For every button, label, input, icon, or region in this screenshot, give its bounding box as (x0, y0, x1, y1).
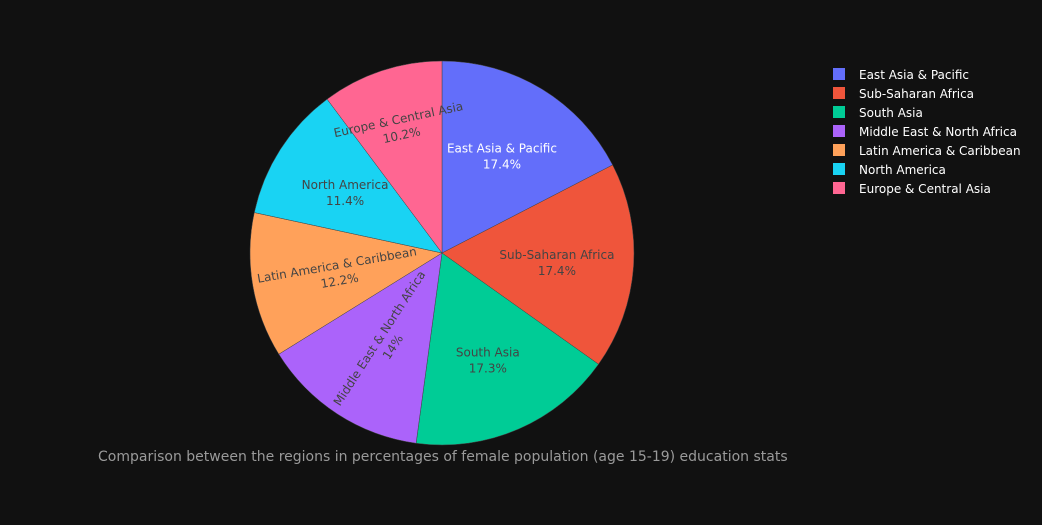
pie-slice-middle-east-and-north-africa[interactable] (278, 252, 443, 444)
legend-label: Europe & Central Asia (859, 182, 991, 196)
legend-item-sub-saharan-africa[interactable]: Sub-Saharan Africa (833, 87, 974, 101)
legend-swatch (833, 87, 845, 99)
legend-item-north-america[interactable]: North America (833, 163, 946, 177)
pie-slice-sub-saharan-africa[interactable] (441, 164, 635, 365)
slice-label-east-asia-and-pacific: East Asia & Pacific 17.4% (447, 142, 557, 172)
legend-swatch (833, 68, 845, 80)
slice-label-percent: 17.3% (469, 362, 507, 376)
legend-label: Sub-Saharan Africa (859, 87, 974, 101)
legend-swatch (833, 106, 845, 118)
pie-slice-europe-and-central-asia[interactable] (326, 60, 443, 254)
chart-caption: Comparison between the regions in percen… (98, 449, 788, 465)
legend-swatch (833, 144, 845, 156)
legend-swatch (833, 163, 845, 175)
legend-label: South Asia (859, 106, 923, 120)
legend-label: North America (859, 163, 946, 177)
legend-label: East Asia & Pacific (859, 68, 969, 82)
legend[interactable]: East Asia & Pacific Sub-Saharan Africa Sou… (833, 68, 1021, 196)
slice-label-percent: 12.2% (320, 271, 360, 291)
slice-label-name: South Asia (456, 346, 520, 360)
legend-swatch (833, 125, 845, 137)
slice-label-name: East Asia & Pacific (447, 142, 557, 156)
slice-label-percent: 11.4% (326, 194, 364, 208)
pie-slice-north-america[interactable] (254, 98, 443, 254)
slice-label-north-america: North America 11.4% (302, 178, 389, 208)
slice-label-name: Sub-Saharan Africa (499, 248, 614, 262)
slice-label-south-asia: South Asia 17.3% (456, 346, 520, 376)
pie-slice-latin-america-and-caribbean[interactable] (249, 212, 443, 355)
legend-item-europe-and-central-asia[interactable]: Europe & Central Asia (833, 182, 991, 196)
slice-label-sub-saharan-africa: Sub-Saharan Africa 17.4% (499, 248, 614, 278)
slice-label-percent: 17.4% (538, 264, 576, 278)
legend-label: Middle East & North Africa (859, 125, 1017, 139)
legend-item-latin-america-and-caribbean[interactable]: Latin America & Caribbean (833, 144, 1021, 158)
pie-slice-east-asia-and-pacific[interactable] (441, 60, 613, 254)
slice-label-name: North America (302, 178, 389, 192)
legend-swatch (833, 182, 845, 194)
pie-slice-south-asia[interactable] (415, 252, 599, 446)
legend-item-middle-east-and-north-africa[interactable]: Middle East & North Africa (833, 125, 1017, 139)
slice-label-percent: 17.4% (483, 158, 521, 172)
legend-item-south-asia[interactable]: South Asia (833, 106, 923, 120)
legend-label: Latin America & Caribbean (859, 144, 1021, 158)
pie-slices (249, 60, 635, 446)
legend-item-east-asia-and-pacific[interactable]: East Asia & Pacific (833, 68, 969, 82)
